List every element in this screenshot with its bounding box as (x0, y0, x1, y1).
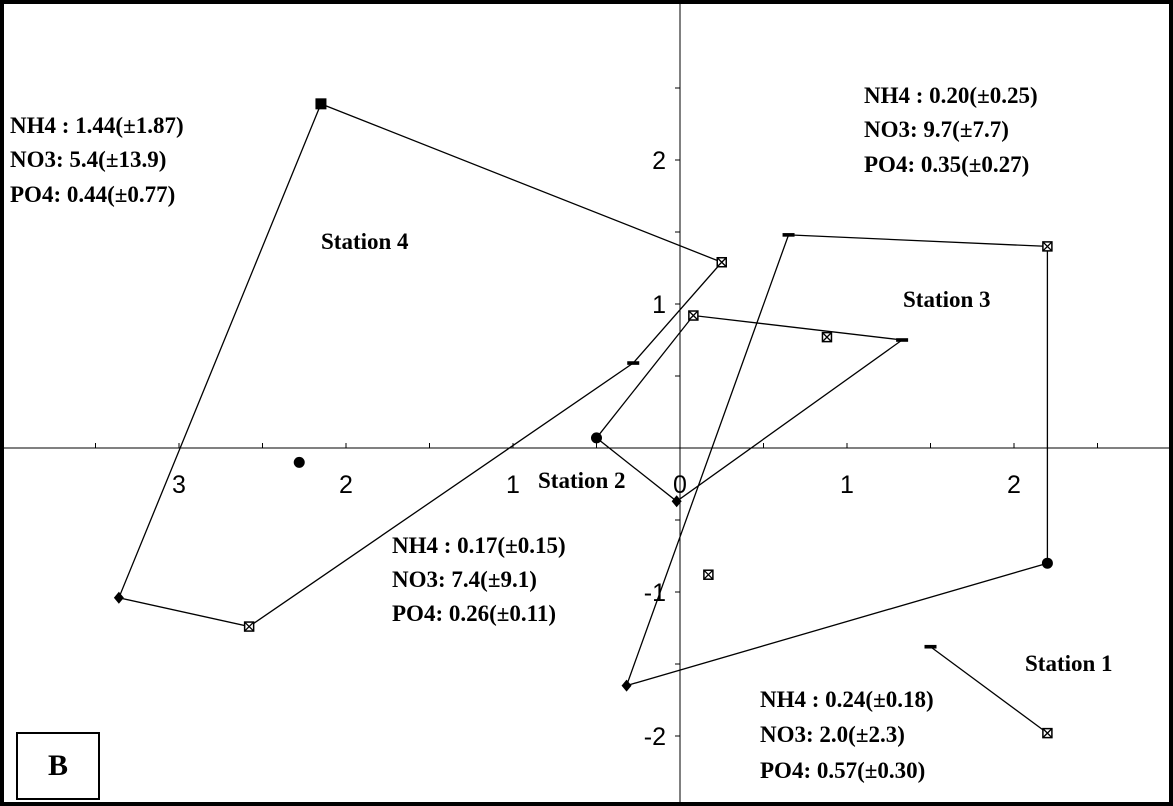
point-box-x (1042, 241, 1053, 252)
annotation-line: NO3: 7.4(±9.1) (392, 567, 537, 592)
y-tick-label: 1 (652, 291, 666, 319)
annotation-line: NO3: 2.0(±2.3) (760, 722, 905, 747)
annotation-line: PO4: 0.44(±0.77) (10, 182, 175, 207)
annotation-line: NH4 : 0.24(±0.18) (760, 687, 934, 712)
x-tick-label: 2 (339, 471, 353, 499)
annotation-station-1: NH4 : 0.24(±0.18) NO3: 2.0(±2.3) PO4: 0.… (760, 687, 934, 783)
station-label: Station 4 (321, 229, 409, 254)
x-tick-label: 1 (840, 471, 854, 499)
annotation-line: NH4 : 0.20(±0.25) (864, 83, 1038, 108)
annotation-station-2: NH4 : 0.17(±0.15) NO3: 7.4(±9.1) PO4: 0.… (392, 533, 566, 626)
point-box-x (243, 621, 255, 632)
panel-label-box (16, 732, 100, 800)
box-x-stroke (688, 310, 699, 321)
annotation-station-3: NH4 : 0.20(±0.25) NO3: 9.7(±7.7) PO4: 0.… (864, 83, 1038, 177)
annotation-line: NH4 : 0.17(±0.15) (392, 533, 566, 558)
y-tick-label: 2 (652, 147, 666, 175)
station-hull (117, 102, 723, 628)
panel-label-text: B (48, 749, 68, 782)
point-dash (924, 644, 937, 649)
point-box-x (1042, 727, 1053, 739)
axes: 3 2 1 0 1 2 2 1 -1 -2 (4, 4, 1169, 802)
box-x-stroke (244, 621, 255, 632)
point-box-x (703, 569, 714, 580)
point-box-x (688, 310, 699, 321)
annotation-line: PO4: 0.57(±0.30) (760, 758, 925, 783)
point-circle (591, 432, 602, 444)
station-label: Station 1 (1025, 651, 1113, 676)
point-dash (896, 338, 909, 342)
point-circle (293, 456, 305, 468)
point-circle (1041, 557, 1053, 569)
x-tick-label: 1 (506, 471, 520, 499)
box-x-stroke (1042, 241, 1053, 252)
x-tick-label: 0 (673, 471, 687, 499)
point-diamond (671, 495, 682, 508)
annotation-line: NO3: 9.7(±7.7) (864, 117, 1009, 142)
box-x-stroke (822, 332, 832, 343)
point-diamond (621, 679, 632, 692)
annotation-line: PO4: 0.35(±0.27) (864, 152, 1029, 177)
point-dash (782, 233, 795, 237)
station-label: Station 2 (538, 468, 626, 493)
box-x-stroke (716, 257, 727, 268)
box-x-stroke (1042, 728, 1053, 739)
point-square (315, 98, 327, 110)
x-tick-label: 3 (172, 471, 186, 499)
panel-label: B (16, 732, 100, 800)
point-box-x (716, 256, 727, 268)
point-diamond (113, 591, 124, 604)
point-box-x (821, 331, 833, 343)
station-label: Station 3 (903, 287, 991, 312)
x-tick-label: 2 (1007, 471, 1021, 499)
sample-points (113, 98, 1053, 739)
point-dash (627, 361, 640, 365)
y-tick-label: -2 (644, 723, 666, 751)
annotation-station-4: NH4 : 1.44(±1.87) NO3: 5.4(±13.9) PO4: 0… (10, 113, 184, 207)
box-x-stroke (703, 569, 714, 580)
y-tick-label: -1 (644, 579, 666, 607)
station-segment (930, 646, 1048, 734)
annotation-line: NO3: 5.4(±13.9) (10, 147, 166, 172)
annotation-line: PO4: 0.26(±0.11) (392, 601, 556, 626)
annotation-line: NH4 : 1.44(±1.87) (10, 113, 184, 138)
